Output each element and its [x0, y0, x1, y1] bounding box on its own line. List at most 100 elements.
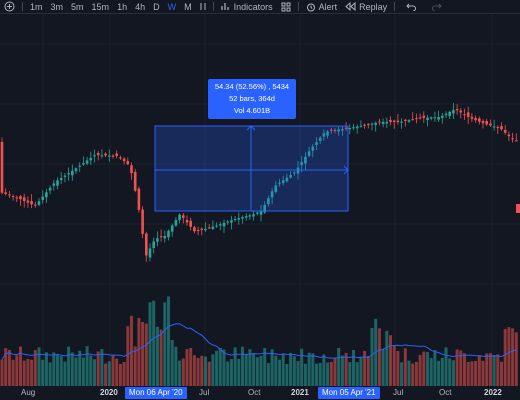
price-chart[interactable]: [0, 14, 520, 386]
volume-bar: [126, 326, 130, 386]
volume-bar: [300, 348, 304, 386]
replay-button[interactable]: Replay: [341, 0, 391, 13]
volume-bar: [333, 358, 337, 386]
interval-w[interactable]: W: [167, 1, 177, 12]
interval-d[interactable]: D: [153, 1, 160, 12]
interval-1m[interactable]: 1m: [30, 1, 43, 12]
volume-bar: [241, 346, 244, 386]
candle-body: [344, 127, 348, 129]
candle-body: [26, 200, 30, 203]
time-axis-label: Aug: [21, 388, 36, 397]
candle-body: [170, 225, 174, 232]
volume-bar: [370, 327, 374, 386]
candle-body: [466, 112, 470, 117]
interval-dropdown-icon[interactable]: [196, 0, 210, 13]
volume-bar: [155, 326, 159, 386]
candle-body: [378, 121, 381, 123]
candle-body: [455, 109, 459, 111]
volume-bar: [407, 360, 411, 386]
volume-bar: [429, 358, 433, 386]
candle-body: [318, 137, 322, 141]
volume-bar: [59, 356, 63, 386]
volume-bar: [315, 363, 318, 386]
volume-bar: [148, 302, 152, 386]
candle-body: [71, 170, 74, 176]
candle-body: [37, 201, 41, 205]
interval-4h[interactable]: 4h: [135, 1, 146, 12]
volume-bar: [411, 363, 415, 386]
volume-bar: [488, 353, 492, 386]
candle-body: [367, 124, 370, 126]
volume-bar: [252, 353, 256, 386]
candle-body: [400, 121, 403, 123]
redo-icon[interactable]: [428, 0, 446, 13]
candle-body: [56, 180, 59, 186]
volume-bar: [255, 357, 259, 386]
volume-bar: [459, 350, 463, 386]
volume-bar: [196, 358, 200, 386]
volume-bar: [340, 355, 344, 386]
volume-bar: [389, 335, 392, 386]
candle-body: [478, 118, 481, 122]
candle-body: [326, 131, 329, 136]
volume-bar: [463, 353, 466, 386]
volume-bar: [7, 349, 11, 386]
volume-bar: [211, 354, 215, 386]
interval-15m[interactable]: 15m: [91, 1, 110, 12]
interval-5m[interactable]: 5m: [71, 1, 84, 12]
volume-bar: [30, 359, 34, 386]
undo-icon[interactable]: [402, 0, 420, 13]
volume-bar: [237, 359, 241, 386]
candle-body: [322, 133, 326, 137]
toolbar-divider: [394, 2, 396, 11]
candle-body: [45, 192, 48, 198]
candle-body: [85, 160, 89, 164]
add-symbol-icon[interactable]: [0, 0, 19, 13]
volume-bar: [122, 362, 126, 386]
alert-button[interactable]: Alert: [302, 0, 342, 13]
measure-volume: Vol 4.601B: [233, 106, 271, 115]
candle-body: [352, 127, 355, 129]
volume-bar: [115, 358, 119, 386]
volume-bar: [352, 349, 355, 386]
candle-body: [0, 141, 4, 193]
layout-grid-icon[interactable]: [277, 0, 295, 13]
candle-body: [222, 222, 226, 227]
candle-body: [196, 230, 200, 232]
volume-bar: [318, 362, 322, 386]
time-axis-label: 2020: [100, 388, 118, 397]
time-axis[interactable]: Aug 2020 Jul Oct 2021 Jul Oct 2022: [0, 386, 520, 400]
volume-bar: [307, 352, 311, 386]
interval-1h[interactable]: 1h: [117, 1, 128, 12]
candle-body: [307, 151, 311, 156]
range-end-date-tag: Mon 05 Apr '21: [318, 387, 380, 399]
volume-bar: [63, 361, 67, 386]
volume-bar: [100, 349, 104, 386]
candle-body: [267, 198, 270, 205]
volume-bar: [215, 350, 219, 386]
rewind-icon: [345, 2, 356, 11]
interval-m[interactable]: M: [184, 1, 192, 12]
volume-bar: [385, 330, 389, 386]
indicators-button[interactable]: Indicators: [217, 0, 277, 13]
candle-body: [359, 125, 363, 127]
interval-3m[interactable]: 3m: [50, 1, 64, 12]
measure-range-box[interactable]: [154, 125, 349, 212]
candle-body: [259, 210, 263, 215]
time-axis-label: Oct: [248, 388, 261, 397]
candle-body: [515, 140, 518, 142]
volume-bar: [485, 353, 489, 386]
candle-body: [126, 160, 130, 165]
candle-body: [11, 196, 15, 198]
volume-bar: [470, 361, 474, 386]
volume-bar: [496, 354, 500, 386]
candle-body: [115, 153, 118, 156]
volume-bar: [89, 355, 93, 386]
candle-body: [252, 214, 255, 217]
candle-body: [404, 119, 407, 121]
volume-bar: [74, 357, 78, 386]
candle-body: [200, 228, 204, 230]
volume-bar: [52, 352, 56, 386]
time-axis-label: 2021: [291, 388, 309, 397]
candle-body: [496, 127, 500, 129]
